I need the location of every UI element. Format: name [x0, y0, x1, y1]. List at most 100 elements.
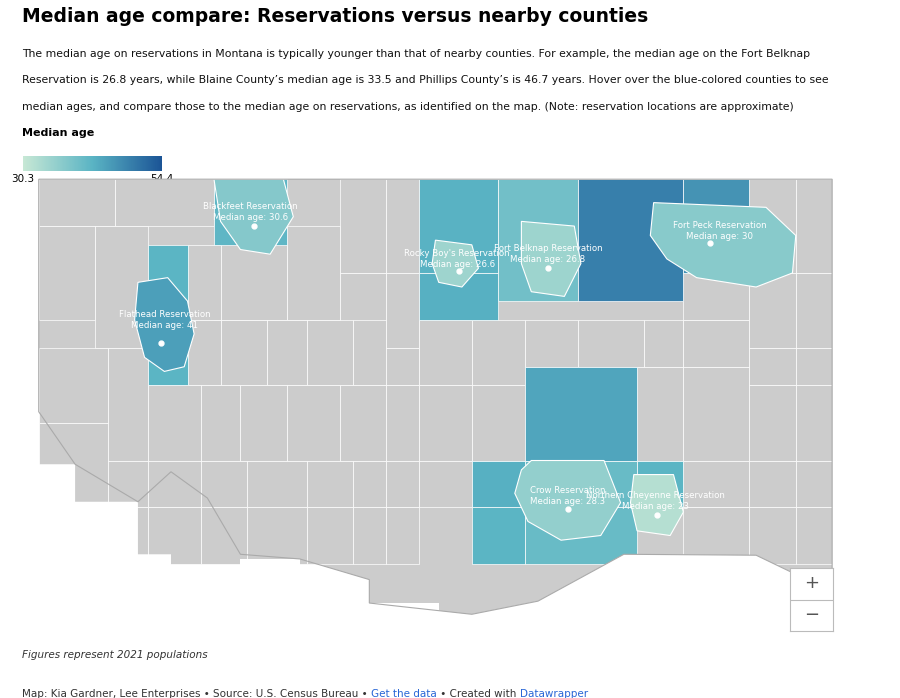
Bar — [307, 461, 353, 507]
Bar — [637, 366, 683, 461]
Bar — [187, 320, 220, 385]
Bar — [386, 273, 418, 348]
Bar — [386, 461, 418, 507]
Bar — [418, 320, 472, 385]
Bar — [578, 320, 644, 366]
Polygon shape — [432, 240, 479, 287]
Bar — [287, 385, 339, 461]
Bar — [750, 348, 796, 385]
Polygon shape — [651, 202, 796, 287]
Bar — [418, 273, 499, 320]
Bar — [39, 507, 108, 564]
Bar — [472, 320, 525, 385]
Text: Crow Reservation
Median age: 28.3: Crow Reservation Median age: 28.3 — [530, 486, 606, 506]
Bar — [472, 461, 525, 507]
Bar — [307, 320, 353, 385]
Bar — [267, 320, 307, 385]
Bar — [247, 461, 307, 507]
Bar — [148, 461, 201, 507]
Bar — [214, 179, 287, 245]
Bar — [39, 226, 94, 320]
Bar — [247, 507, 307, 564]
Bar — [148, 320, 187, 385]
Bar — [683, 366, 750, 461]
Bar — [796, 461, 832, 507]
Bar — [386, 507, 418, 564]
Text: Datawrapper: Datawrapper — [520, 690, 588, 698]
Bar — [796, 348, 832, 385]
Bar — [108, 348, 148, 461]
Bar — [637, 461, 683, 507]
Polygon shape — [214, 179, 293, 254]
Bar — [148, 385, 201, 461]
Text: Median age compare: Reservations versus nearby counties: Median age compare: Reservations versus … — [22, 7, 649, 26]
Bar — [525, 366, 637, 461]
Bar — [796, 273, 832, 348]
Bar — [750, 507, 796, 564]
Bar — [525, 507, 637, 564]
Text: Figures represent 2021 populations: Figures represent 2021 populations — [22, 650, 208, 660]
Polygon shape — [472, 554, 832, 639]
Bar — [386, 179, 418, 273]
Bar — [472, 385, 525, 461]
Polygon shape — [9, 404, 171, 639]
Bar — [683, 179, 750, 273]
Bar — [339, 273, 386, 348]
Bar — [201, 385, 240, 461]
Text: Get the data: Get the data — [372, 690, 437, 698]
Bar — [201, 461, 247, 507]
Bar — [39, 348, 108, 423]
Bar — [339, 179, 386, 273]
Bar — [240, 385, 287, 461]
Bar — [339, 385, 386, 461]
Bar — [499, 179, 578, 301]
Bar — [644, 320, 683, 366]
Bar — [683, 179, 750, 273]
Bar — [683, 273, 750, 320]
Bar — [353, 507, 386, 564]
Bar — [418, 179, 499, 273]
Bar — [683, 461, 750, 507]
Bar — [525, 461, 637, 507]
Text: Flathead Reservation
Median age: 41: Flathead Reservation Median age: 41 — [119, 310, 211, 330]
Bar — [796, 179, 832, 273]
Bar — [750, 461, 796, 507]
Bar — [201, 507, 247, 564]
Text: median ages, and compare those to the median age on reservations, as identified : median ages, and compare those to the me… — [22, 102, 794, 112]
Polygon shape — [515, 461, 621, 540]
Text: Northern Cheyenne Reservation
Median age: 23: Northern Cheyenne Reservation Median age… — [586, 491, 725, 511]
Bar — [287, 226, 339, 320]
Text: Rocky Boy's Reservation
Median age: 26.6: Rocky Boy's Reservation Median age: 26.6 — [404, 249, 510, 269]
Bar — [287, 320, 339, 348]
Bar — [220, 226, 287, 320]
Bar — [148, 348, 187, 385]
Bar — [386, 348, 418, 385]
Text: Blackfeet Reservation
Median age: 30.6: Blackfeet Reservation Median age: 30.6 — [203, 202, 298, 222]
Bar — [525, 320, 578, 366]
Text: Map: Kia Gardner, Lee Enterprises • Source: U.S. Census Bureau •: Map: Kia Gardner, Lee Enterprises • Sour… — [22, 690, 372, 698]
Text: Median age: Median age — [22, 128, 94, 138]
Bar — [418, 461, 472, 507]
Bar — [386, 385, 418, 461]
Polygon shape — [171, 559, 472, 639]
Bar — [187, 245, 220, 320]
Bar — [39, 423, 108, 507]
Bar — [750, 179, 796, 273]
Bar — [39, 179, 115, 226]
Polygon shape — [39, 179, 832, 614]
Text: Reservation is 26.8 years, while Blaine County’s median age is 33.5 and Phillips: Reservation is 26.8 years, while Blaine … — [22, 75, 829, 85]
Text: Fort Belknap Reservation
Median age: 26.8: Fort Belknap Reservation Median age: 26.… — [493, 244, 602, 265]
Bar — [94, 226, 148, 348]
Polygon shape — [521, 221, 580, 297]
Bar — [683, 320, 750, 366]
Bar — [307, 507, 353, 564]
Bar — [750, 273, 796, 348]
Text: +: + — [805, 574, 819, 592]
Polygon shape — [631, 475, 683, 535]
Bar — [108, 461, 148, 507]
Bar — [418, 385, 472, 461]
Bar — [115, 179, 214, 226]
Bar — [683, 507, 750, 564]
Text: • Created with: • Created with — [437, 690, 520, 698]
Bar — [796, 385, 832, 461]
